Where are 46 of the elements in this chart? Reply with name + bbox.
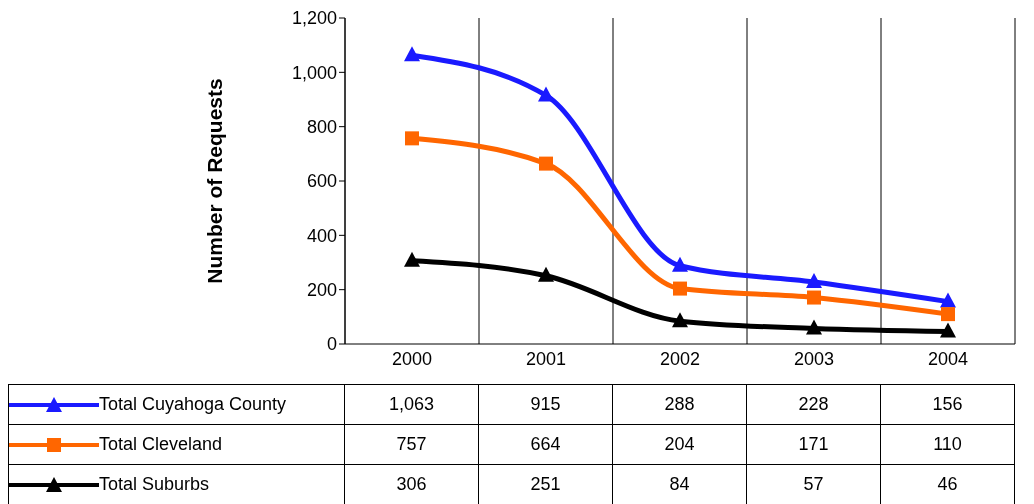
data-label: 84	[612, 464, 747, 504]
point	[672, 312, 688, 328]
data-label: 288	[612, 384, 747, 425]
data-label: 156	[880, 384, 1015, 425]
x-tick-label: 2002	[659, 348, 701, 369]
point	[538, 266, 554, 282]
point	[673, 281, 687, 296]
point	[404, 251, 420, 267]
data-label: 915	[478, 384, 613, 425]
data-label: 228	[746, 384, 881, 425]
y-tick-label: 400	[306, 225, 337, 246]
data-label: 664	[478, 424, 613, 465]
x-tick-label: 2003	[793, 348, 835, 369]
point	[806, 273, 822, 289]
point	[404, 46, 420, 62]
x-tick-label: 2001	[525, 348, 567, 369]
data-label: 306	[344, 464, 479, 504]
point	[672, 256, 688, 272]
data-label: 110	[880, 424, 1015, 465]
data-label: 1,063	[344, 384, 479, 425]
data-label: 57	[746, 464, 881, 504]
y-axis-title: Number of Requests	[203, 78, 227, 284]
data-label: 251	[478, 464, 613, 504]
point	[940, 322, 956, 338]
point	[806, 319, 822, 335]
point	[405, 131, 419, 146]
data-label: 46	[880, 464, 1015, 504]
x-tick-label: 2000	[391, 348, 433, 369]
data-label: 171	[746, 424, 881, 465]
y-tick-label: 1,000	[291, 62, 337, 83]
y-tick-label: 600	[306, 171, 337, 192]
point	[941, 307, 955, 322]
point	[807, 290, 821, 305]
point	[538, 86, 554, 102]
x-tick-label: 2004	[927, 348, 969, 369]
y-tick-label: 800	[306, 117, 337, 138]
data-label: 757	[344, 424, 479, 465]
point	[940, 292, 956, 308]
point	[539, 156, 553, 171]
y-tick-label: 0	[326, 334, 337, 355]
legend-label: Total Cleveland	[99, 433, 223, 454]
data-label: 204	[612, 424, 747, 465]
legend-label: Total Suburbs	[99, 473, 210, 494]
y-tick-label: 200	[306, 280, 337, 301]
y-tick-label: 1,200	[291, 8, 337, 29]
legend-label: Total Cuyahoga County	[99, 393, 287, 414]
